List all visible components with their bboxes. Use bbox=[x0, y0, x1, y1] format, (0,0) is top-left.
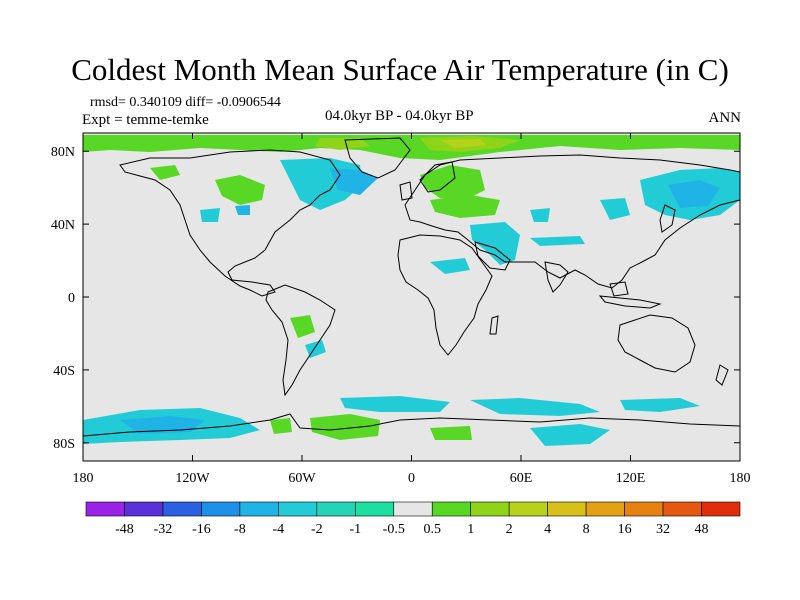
antarctic-positive-anomaly bbox=[310, 414, 380, 440]
lon-label: 180 bbox=[73, 471, 94, 486]
us-negative-anomaly-2 bbox=[235, 205, 250, 215]
colorbar-swatch bbox=[662, 501, 702, 517]
colorbar-label: -0.5 bbox=[383, 522, 405, 537]
colorbar-swatch bbox=[162, 501, 202, 517]
lon-label: 60E bbox=[510, 471, 533, 486]
colorbar-swatch bbox=[201, 501, 241, 517]
colorbar-label: -1 bbox=[349, 522, 361, 537]
colorbar: -48 -32 -16 -8 -4 -2 -1 -0.5 0.5 1 2 4 8 16 32 48 bbox=[85, 501, 741, 537]
colorbar-label: -2 bbox=[311, 522, 323, 537]
colorbar-swatch bbox=[393, 501, 433, 517]
south-america-negative-anomaly bbox=[305, 340, 326, 358]
lat-label: 40S bbox=[53, 364, 75, 379]
us-negative-anomaly bbox=[200, 208, 220, 222]
colorbar-label: -16 bbox=[192, 522, 211, 537]
colorbar-label: 8 bbox=[583, 522, 590, 537]
siberia-strong-negative bbox=[668, 180, 720, 208]
lon-label: 120E bbox=[616, 471, 646, 486]
season-label: ANN bbox=[708, 110, 742, 126]
colorbar-label: 0.5 bbox=[423, 522, 441, 537]
colorbar-swatch bbox=[585, 501, 625, 517]
anomaly-fields bbox=[83, 135, 740, 446]
colorbar-swatch bbox=[316, 501, 356, 517]
ross-negative-anomaly bbox=[530, 424, 610, 446]
colorbar-swatch bbox=[624, 501, 664, 517]
lon-label: 0 bbox=[408, 471, 415, 486]
antarctic-coast-positive bbox=[430, 426, 472, 440]
new-zealand-coastline bbox=[715, 364, 729, 386]
australia-coastline bbox=[617, 314, 696, 373]
weddell-negative-anomaly bbox=[340, 396, 450, 412]
southern-indian-negative bbox=[470, 398, 600, 416]
eurasia-coastline bbox=[404, 154, 740, 289]
africa-coastline bbox=[397, 234, 493, 356]
india-coastline bbox=[544, 261, 569, 293]
borneo-coastline bbox=[609, 281, 629, 297]
alaska-positive-anomaly bbox=[150, 165, 180, 180]
british-isles-coastline bbox=[399, 181, 413, 201]
north-america-coastline bbox=[119, 149, 341, 297]
colorbar-label: -48 bbox=[115, 522, 134, 537]
greenland-negative-anomaly bbox=[330, 168, 378, 195]
east-asia-negative-anomaly bbox=[600, 198, 630, 220]
colorbar-swatch bbox=[431, 501, 472, 517]
arabia-coastline bbox=[474, 241, 511, 271]
indonesia-coastline bbox=[598, 295, 662, 309]
japan-coastline bbox=[659, 204, 676, 233]
coastlines bbox=[83, 137, 740, 437]
lon-label: 180 bbox=[730, 471, 751, 486]
india-negative-anomaly bbox=[530, 236, 585, 246]
antarctic-peninsula-positive bbox=[270, 418, 292, 434]
europe-positive-anomaly bbox=[430, 195, 500, 218]
asia-small-negative bbox=[530, 208, 550, 222]
period-label: 04.0kyr BP - 04.0kyr BP bbox=[325, 108, 474, 124]
map-title: Coldest Month Mean Surface Air Temperatu… bbox=[71, 52, 729, 87]
middle-east-negative-anomaly bbox=[470, 222, 520, 265]
colorbar-label: 48 bbox=[695, 522, 709, 537]
lat-label: 80S bbox=[53, 437, 75, 452]
lat-label: 80N bbox=[51, 145, 75, 160]
arctic-peak-anomaly bbox=[440, 139, 486, 148]
colorbar-label: 4 bbox=[544, 522, 551, 537]
axis-ticks: 80N 40N 0 40S 80S 180 120W 60W 0 60E 120E 180 bbox=[51, 133, 751, 486]
scandinavia-positive-anomaly bbox=[420, 165, 485, 200]
colorbar-swatch bbox=[508, 501, 548, 517]
colorbar-swatch bbox=[85, 501, 125, 517]
scandinavia-coastline bbox=[419, 161, 456, 193]
colorbar-label: -4 bbox=[273, 522, 285, 537]
colorbar-label: -32 bbox=[154, 522, 173, 537]
arabia-negative-anomaly bbox=[430, 258, 470, 274]
colorbar-swatch bbox=[124, 501, 164, 517]
madagascar-coastline bbox=[489, 315, 499, 335]
colorbar-swatch bbox=[278, 501, 318, 517]
greenland-coastline bbox=[344, 137, 411, 179]
arctic-positive-anomaly bbox=[83, 135, 740, 160]
colorbar-label: -8 bbox=[234, 522, 246, 537]
lon-label: 120W bbox=[175, 471, 210, 486]
lon-label: 60W bbox=[288, 471, 316, 486]
experiment-label: Expt = temme-temke bbox=[82, 112, 209, 128]
arctic-strong-anomaly-2 bbox=[315, 138, 370, 150]
colorbar-swatch bbox=[701, 501, 741, 517]
lat-label: 40N bbox=[51, 218, 75, 233]
south-america-positive-anomaly bbox=[290, 315, 315, 338]
colorbar-label: 2 bbox=[506, 522, 513, 537]
colorbar-swatch bbox=[354, 501, 395, 517]
canada-positive-anomaly bbox=[215, 175, 265, 205]
colorbar-swatch bbox=[470, 501, 510, 517]
colorbar-swatch bbox=[547, 501, 587, 517]
south-america-coastline bbox=[265, 284, 336, 397]
lat-label: 0 bbox=[68, 291, 75, 306]
colorbar-label: 16 bbox=[618, 522, 632, 537]
southern-pacific-negative bbox=[620, 398, 700, 412]
colorbar-swatch bbox=[239, 501, 279, 517]
colorbar-label: 1 bbox=[467, 522, 474, 537]
stats-text: rmsd= 0.340109 diff= -0.0906544 bbox=[90, 95, 281, 110]
antarctica-coastline bbox=[83, 413, 740, 437]
colorbar-label: 32 bbox=[656, 522, 670, 537]
